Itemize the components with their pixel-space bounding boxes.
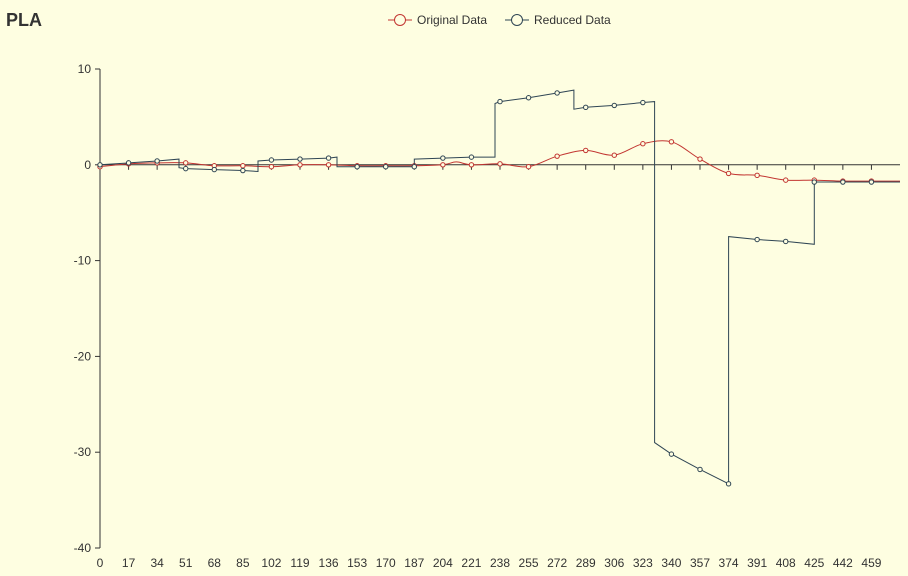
x-tick-label: 34 <box>150 556 164 570</box>
x-tick-label: 459 <box>861 556 881 570</box>
x-tick-label: 119 <box>290 556 309 570</box>
y-tick-label: -20 <box>74 349 92 363</box>
data-point-reduced[interactable] <box>497 98 503 105</box>
x-tick-label: 391 <box>747 556 767 570</box>
plot-area <box>97 89 900 487</box>
data-point-original[interactable] <box>611 152 617 158</box>
data-point-reduced[interactable] <box>240 167 246 174</box>
data-point-reduced[interactable] <box>297 156 303 162</box>
data-point-reduced[interactable] <box>383 164 389 170</box>
data-point-original[interactable] <box>668 139 675 145</box>
data-point-reduced[interactable] <box>97 162 103 168</box>
x-tick-label: 0 <box>97 556 104 570</box>
x-tick-label: 153 <box>347 556 367 570</box>
data-point-original[interactable] <box>440 162 446 168</box>
chart-title: PLA <box>6 10 42 30</box>
x-tick-label: 17 <box>122 556 136 570</box>
data-point-reduced[interactable] <box>525 95 532 101</box>
data-point-reduced[interactable] <box>125 160 132 166</box>
data-point-original[interactable] <box>497 161 503 167</box>
data-point-original[interactable] <box>525 164 532 170</box>
data-point-reduced[interactable] <box>154 158 160 164</box>
x-tick-label: 136 <box>319 556 339 570</box>
data-point-reduced[interactable] <box>640 99 646 106</box>
x-tick-label: 323 <box>633 556 653 570</box>
x-axis: 0 17 34 51 68 85 102 119 136 153 170 187 204 221 238 25… <box>97 164 900 570</box>
legend-label: Original Data <box>417 13 487 27</box>
x-tick-label: 374 <box>719 556 739 570</box>
legend-item-original-data[interactable]: Original Data <box>388 13 487 27</box>
x-tick-label: 68 <box>208 556 222 570</box>
data-point-reduced[interactable] <box>211 166 217 173</box>
x-tick-label: 306 <box>604 556 624 570</box>
legend-item-reduced-data[interactable]: Reduced Data <box>505 13 611 27</box>
series-line-reduced-data <box>99 89 900 485</box>
data-point-original[interactable] <box>725 170 732 177</box>
data-point-reduced[interactable] <box>811 179 817 185</box>
x-tick-label: 408 <box>776 556 796 570</box>
series-line-original-data <box>99 140 900 182</box>
data-point-reduced[interactable] <box>754 236 760 243</box>
data-point-reduced[interactable] <box>783 238 789 245</box>
data-point-original[interactable] <box>754 172 760 179</box>
data-point-original[interactable] <box>697 156 703 162</box>
data-point-original[interactable] <box>297 162 303 168</box>
data-point-original[interactable] <box>325 162 332 168</box>
x-tick-label: 102 <box>261 556 281 570</box>
data-point-reduced[interactable] <box>583 104 589 111</box>
data-point-reduced[interactable] <box>725 481 732 487</box>
data-point-reduced[interactable] <box>325 155 332 161</box>
data-point-reduced[interactable] <box>668 451 675 457</box>
x-tick-label: 255 <box>519 556 539 570</box>
legend-label: Reduced Data <box>534 13 611 27</box>
y-tick-label: -30 <box>74 445 92 459</box>
data-point-original[interactable] <box>583 147 589 154</box>
data-point-original[interactable] <box>554 153 560 159</box>
legend-swatch-marker <box>511 14 523 26</box>
data-point-original[interactable] <box>640 141 646 147</box>
data-point-reduced[interactable] <box>468 154 475 160</box>
y-tick-label: 0 <box>84 158 91 172</box>
y-tick-label: 10 <box>78 62 92 76</box>
y-axis: 10 0 -10 -20 -30 -40 <box>74 62 101 555</box>
x-tick-label: 425 <box>804 556 824 570</box>
y-tick-label: -40 <box>74 541 92 555</box>
data-point-reduced[interactable] <box>183 165 189 172</box>
data-point-original[interactable] <box>783 177 789 183</box>
data-point-reduced[interactable] <box>440 155 446 161</box>
data-point-reduced[interactable] <box>354 164 360 170</box>
data-point-reduced[interactable] <box>840 179 846 185</box>
data-point-reduced[interactable] <box>697 466 703 473</box>
x-tick-label: 272 <box>547 556 567 570</box>
data-point-original[interactable] <box>240 163 246 169</box>
y-tick-label: -10 <box>74 254 92 268</box>
data-point-reduced[interactable] <box>611 102 617 109</box>
data-point-reduced[interactable] <box>554 90 560 96</box>
data-point-reduced[interactable] <box>868 179 875 185</box>
data-point-reduced[interactable] <box>411 164 417 170</box>
x-tick-label: 442 <box>833 556 853 570</box>
x-tick-label: 289 <box>576 556 596 570</box>
x-tick-label: 170 <box>376 556 396 570</box>
x-tick-label: 340 <box>661 556 681 570</box>
x-tick-label: 238 <box>490 556 510 570</box>
legend-swatch-marker <box>394 14 406 26</box>
x-tick-label: 51 <box>179 556 193 570</box>
legend[interactable]: Original Data Reduced Data <box>388 13 611 27</box>
x-tick-label: 357 <box>690 556 710 570</box>
data-point-original[interactable] <box>468 162 475 168</box>
data-point-reduced[interactable] <box>268 157 275 163</box>
x-tick-label: 204 <box>433 556 453 570</box>
x-tick-label: 85 <box>236 556 250 570</box>
data-point-original[interactable] <box>183 160 189 166</box>
x-tick-label: 187 <box>404 556 424 570</box>
data-point-original[interactable] <box>268 164 275 170</box>
x-tick-label: 221 <box>461 556 481 570</box>
